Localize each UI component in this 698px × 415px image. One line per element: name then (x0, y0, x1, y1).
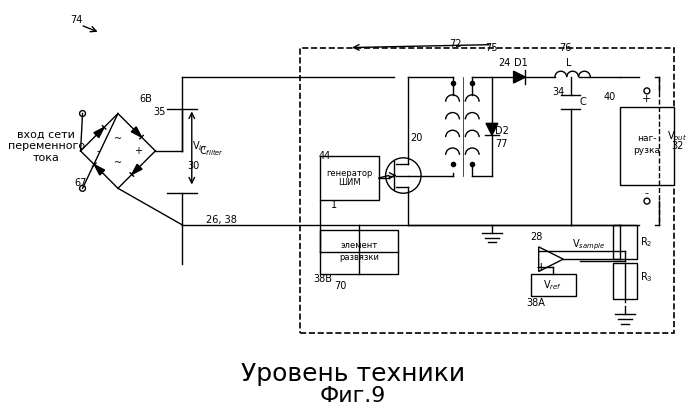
Polygon shape (132, 164, 142, 174)
Text: +: + (642, 94, 652, 104)
Bar (613, 225, 637, 259)
Text: 40: 40 (604, 92, 616, 102)
Circle shape (80, 186, 85, 191)
Text: 26, 38: 26, 38 (206, 215, 237, 225)
Polygon shape (94, 165, 105, 175)
Text: 24: 24 (498, 59, 511, 68)
Text: рузка: рузка (633, 146, 660, 155)
Text: V$_{out}$: V$_{out}$ (667, 129, 688, 143)
Text: наг-: наг- (637, 134, 657, 143)
Text: ШИМ: ШИМ (338, 178, 361, 188)
Text: вход сети
переменного
тока: вход сети переменного тока (8, 129, 84, 163)
Circle shape (80, 110, 85, 117)
Text: генератор: генератор (326, 168, 373, 178)
Text: +: + (133, 146, 142, 156)
Text: 6B: 6B (139, 94, 152, 104)
Text: 44: 44 (318, 151, 331, 161)
Text: -: - (645, 188, 649, 198)
Bar (620, 107, 674, 186)
Text: C$_{filter}$: C$_{filter}$ (199, 144, 224, 158)
Text: Фиг.9: Фиг.9 (320, 386, 387, 406)
Text: 38B: 38B (313, 274, 332, 284)
Text: L: L (566, 59, 572, 68)
Text: -: - (539, 245, 543, 258)
Text: -: - (96, 146, 100, 156)
Text: 38A: 38A (527, 298, 546, 308)
Text: D2: D2 (495, 126, 509, 136)
Bar (320, 156, 379, 200)
Circle shape (644, 198, 650, 204)
Text: Уровень техники: Уровень техники (241, 362, 466, 386)
Polygon shape (514, 71, 526, 83)
Text: V$_{ref}$: V$_{ref}$ (544, 278, 563, 292)
Text: 28: 28 (530, 232, 542, 242)
Text: 30: 30 (187, 161, 199, 171)
Text: 74: 74 (70, 15, 83, 25)
Polygon shape (486, 123, 498, 135)
Text: R$_2$: R$_2$ (639, 235, 652, 249)
Text: ~: ~ (114, 158, 122, 168)
Circle shape (644, 88, 650, 94)
Text: V$_{sample}$: V$_{sample}$ (572, 237, 605, 251)
Text: +: + (536, 261, 547, 273)
Bar (320, 229, 399, 274)
Text: 67: 67 (75, 178, 87, 188)
Bar (613, 263, 637, 298)
Text: ~: ~ (114, 134, 122, 144)
Text: C: C (579, 97, 586, 107)
Text: R$_3$: R$_3$ (639, 270, 652, 284)
Polygon shape (539, 247, 563, 271)
Text: 72: 72 (450, 39, 462, 49)
Bar (300, 48, 674, 333)
Text: D1: D1 (514, 59, 527, 68)
Text: 77: 77 (496, 139, 508, 149)
Text: V$_{in}$: V$_{in}$ (192, 139, 207, 153)
Text: 70: 70 (334, 281, 347, 291)
Text: 76: 76 (560, 43, 572, 53)
Text: 1: 1 (332, 200, 338, 210)
Text: 32: 32 (671, 141, 683, 151)
Text: развязки: развязки (339, 253, 379, 262)
Polygon shape (94, 127, 104, 138)
Text: элемент: элемент (341, 242, 378, 250)
Text: 75: 75 (486, 43, 498, 53)
Bar (531, 274, 576, 295)
Text: 35: 35 (153, 107, 165, 117)
Text: 20: 20 (410, 133, 422, 143)
Text: 34: 34 (553, 87, 565, 97)
Polygon shape (131, 127, 142, 137)
